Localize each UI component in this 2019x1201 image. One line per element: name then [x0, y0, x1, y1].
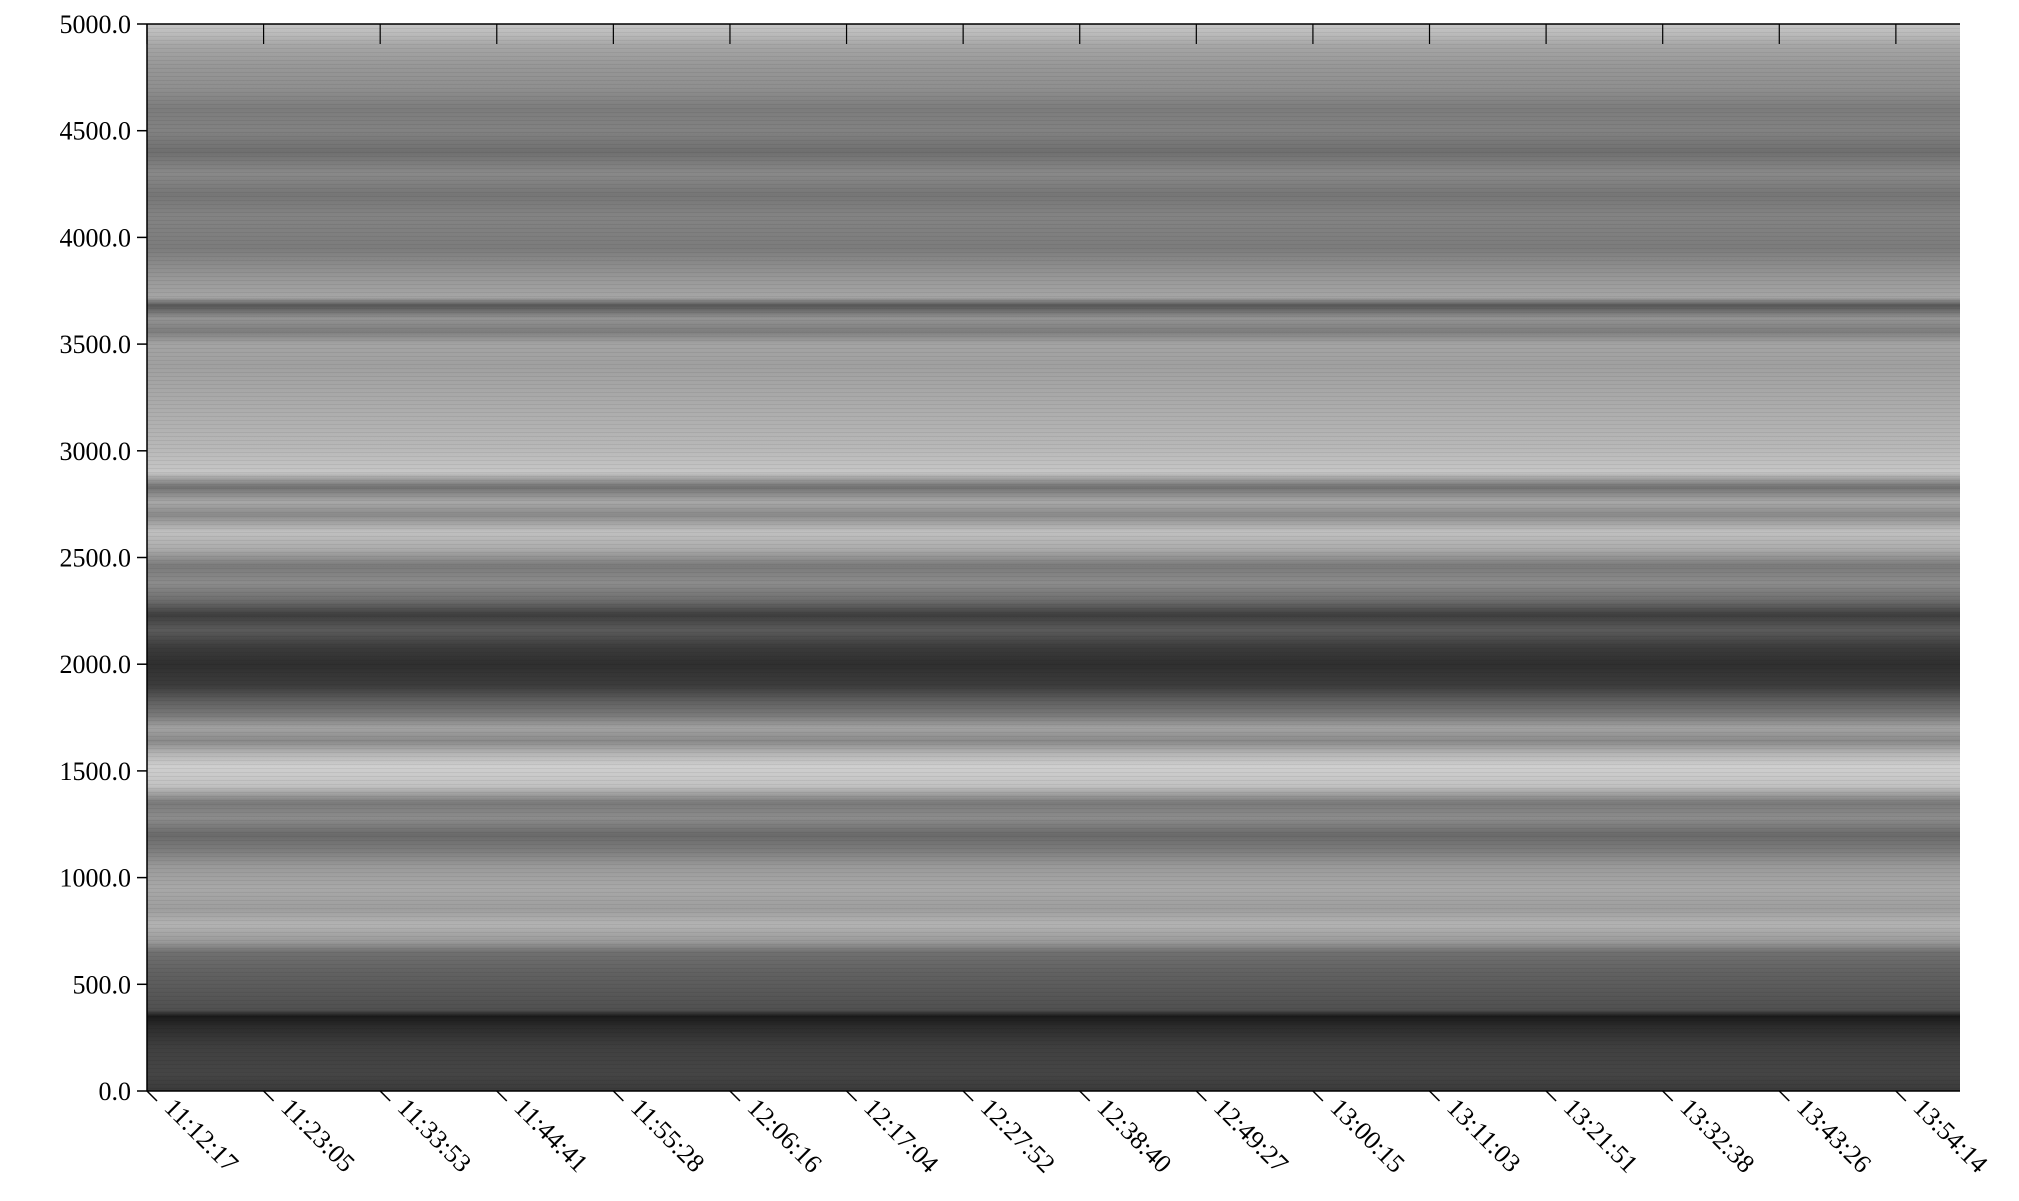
x-tick — [1662, 1090, 1674, 1102]
x-tick-label: 11:12:17 — [159, 1093, 244, 1178]
y-axis: 0.0 500.0 1000.0 1500.0 2000.0 2500.0 3000.0 35… — [60, 10, 148, 1106]
x-tick — [263, 1090, 275, 1102]
x-tick-label-group: 11:44:41 — [509, 1093, 594, 1178]
y-tick-label: 3000.0 — [60, 437, 132, 466]
y-tick-label: 0.0 — [99, 1077, 132, 1106]
x-tick-label: 12:49:27 — [1208, 1093, 1294, 1179]
y-tick-label: 2500.0 — [60, 544, 132, 573]
x-tick-label: 13:21:51 — [1558, 1093, 1644, 1179]
y-tick-label: 4500.0 — [60, 117, 132, 146]
x-tick — [146, 1090, 158, 1102]
y-tick-label: 4000.0 — [60, 223, 132, 252]
x-tick-label: 12:38:40 — [1091, 1093, 1177, 1179]
x-tick-label: 12:27:52 — [975, 1093, 1061, 1179]
x-tick — [496, 1090, 508, 1102]
x-tick — [1312, 1090, 1324, 1102]
x-tick-label-group: 12:49:27 — [1208, 1093, 1294, 1179]
x-tick — [1545, 1090, 1557, 1102]
x-tick-label: 13:43:26 — [1791, 1093, 1877, 1179]
x-tick-label: 13:11:03 — [1441, 1093, 1526, 1178]
x-tick-label: 11:23:05 — [275, 1093, 360, 1178]
y-tick-label: 500.0 — [73, 970, 132, 999]
x-tick-label-group: 11:55:28 — [625, 1093, 710, 1178]
x-tick — [846, 1090, 858, 1102]
x-tick-label-group: 12:38:40 — [1091, 1093, 1177, 1179]
x-tick — [1428, 1090, 1441, 1102]
x-tick — [729, 1090, 741, 1102]
x-tick-label: 13:32:38 — [1674, 1093, 1760, 1179]
y-tick-label: 2000.0 — [60, 650, 132, 679]
heatmap-texture — [147, 24, 1960, 1091]
x-tick-label: 11:44:41 — [509, 1093, 594, 1178]
x-tick-label: 13:54:14 — [1908, 1093, 1994, 1179]
top-ticks — [146, 24, 1897, 44]
x-tick — [1195, 1090, 1207, 1102]
y-tick-label: 1000.0 — [60, 864, 132, 893]
y-tick-label: 3500.0 — [60, 330, 132, 359]
x-tick-label-group: 11:12:17 — [159, 1093, 244, 1178]
x-tick-label: 11:33:53 — [392, 1093, 477, 1178]
x-tick — [612, 1090, 624, 1102]
x-tick-label: 12:06:16 — [742, 1093, 828, 1179]
x-tick-label: 12:17:04 — [858, 1093, 944, 1179]
x-tick-label-group: 12:17:04 — [858, 1093, 944, 1179]
x-tick-label: 13:00:15 — [1325, 1093, 1411, 1179]
x-tick-label-group: 13:32:38 — [1674, 1093, 1760, 1179]
y-tick-label: 1500.0 — [60, 757, 132, 786]
x-tick-label-group: 11:23:05 — [275, 1093, 360, 1178]
x-tick — [962, 1090, 974, 1102]
x-tick-label: 11:55:28 — [625, 1093, 710, 1178]
x-tick-label-group: 13:00:15 — [1325, 1093, 1411, 1179]
x-tick-label-group: 11:33:53 — [392, 1093, 477, 1178]
x-tick-label-group: 13:54:14 — [1908, 1093, 1994, 1179]
x-tick-label-group: 13:21:51 — [1558, 1093, 1644, 1179]
x-tick — [379, 1090, 391, 1102]
x-tick-label-group: 13:43:26 — [1791, 1093, 1877, 1179]
x-tick-label-group: 13:11:03 — [1441, 1093, 1526, 1178]
x-tick — [1895, 1090, 1907, 1102]
x-tick — [1778, 1090, 1790, 1102]
x-tick — [1079, 1090, 1091, 1102]
x-tick-label-group: 12:06:16 — [742, 1093, 828, 1179]
plot-area — [146, 24, 1960, 1091]
y-tick-label: 5000.0 — [60, 10, 132, 39]
x-tick-label-group: 12:27:52 — [975, 1093, 1061, 1179]
